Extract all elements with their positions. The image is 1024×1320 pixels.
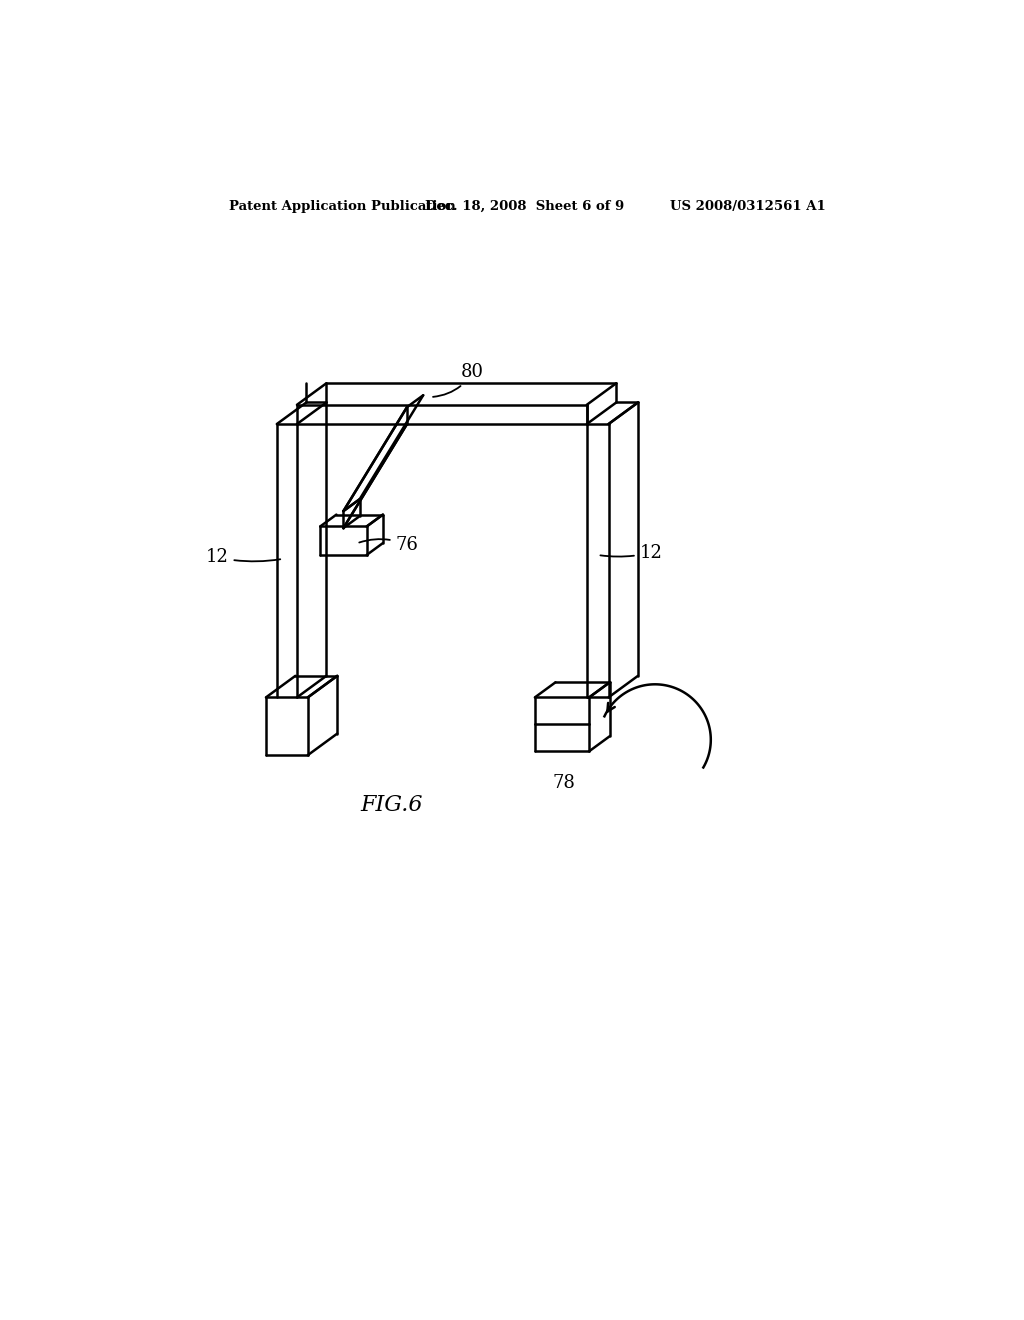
Text: 12: 12 <box>600 544 663 561</box>
Text: FIG.6: FIG.6 <box>360 795 423 816</box>
Text: 76: 76 <box>359 536 418 554</box>
Text: 12: 12 <box>206 548 281 566</box>
Text: US 2008/0312561 A1: US 2008/0312561 A1 <box>670 199 825 213</box>
Text: 78: 78 <box>553 775 575 792</box>
Text: Dec. 18, 2008  Sheet 6 of 9: Dec. 18, 2008 Sheet 6 of 9 <box>425 199 625 213</box>
Text: Patent Application Publication: Patent Application Publication <box>228 199 456 213</box>
Text: 80: 80 <box>433 363 484 397</box>
